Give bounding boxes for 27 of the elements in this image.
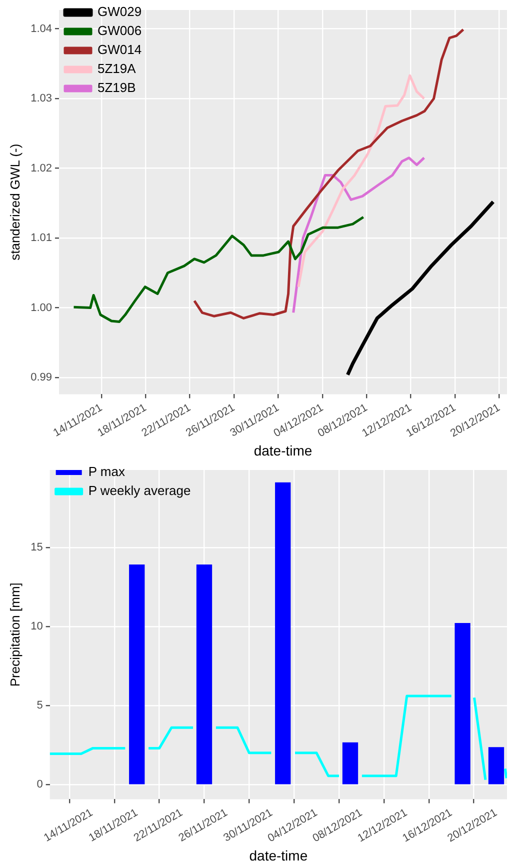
- legend-label: GW006: [98, 23, 142, 38]
- y-tick-label: 1.03: [30, 92, 52, 105]
- y-tick-label: 0.99: [30, 372, 52, 384]
- bar: [342, 742, 358, 784]
- x-axis-title: date-time: [249, 847, 308, 864]
- y-tick-label: 15: [30, 541, 43, 554]
- y-tick-label: 10: [30, 620, 43, 633]
- bar: [275, 482, 291, 784]
- bar: [488, 747, 504, 784]
- bar: [196, 564, 212, 784]
- y-tick-label: 1.01: [30, 232, 52, 244]
- legend-label: 5Z19A: [98, 61, 136, 76]
- legend-label: 5Z19B: [98, 80, 136, 96]
- y-axis-title: standerized GWL (-): [7, 144, 22, 260]
- y-tick-label: 1.02: [30, 162, 52, 174]
- y-tick-label: 5: [36, 700, 43, 712]
- legend-label: P weekly average: [88, 483, 191, 498]
- x-axis-title: date-time: [254, 442, 312, 458]
- y-tick-label: 1.04: [30, 22, 52, 35]
- y-tick-label: 1.00: [30, 302, 52, 314]
- legend-label: P max: [88, 464, 126, 480]
- bar: [454, 622, 470, 784]
- legend-label: GW029: [98, 4, 142, 20]
- y-tick-label: 0: [36, 778, 43, 791]
- bar: [129, 564, 145, 784]
- legend-label: GW014: [98, 42, 142, 58]
- y-axis-title: Precipitation [mm]: [7, 582, 22, 687]
